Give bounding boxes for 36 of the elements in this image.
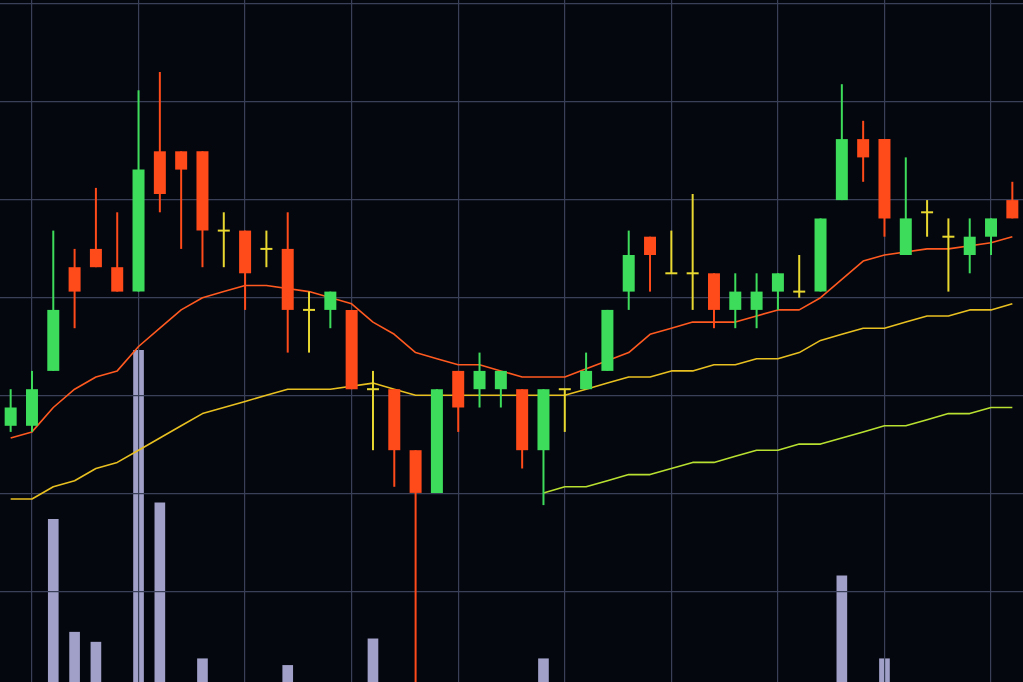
bar (69, 631, 80, 682)
bar (538, 658, 549, 682)
bar (879, 658, 890, 682)
bar (47, 518, 59, 682)
candlestick (857, 119, 870, 183)
candlestick (324, 290, 337, 330)
candlestick (686, 193, 699, 311)
candlestick (771, 272, 784, 311)
candlestick (793, 254, 806, 299)
bar (133, 350, 144, 682)
candlestick (580, 351, 593, 391)
bar (282, 665, 294, 682)
candlestick (89, 186, 102, 269)
candlestick (729, 272, 742, 330)
candlestick (921, 199, 934, 238)
candlestick (558, 388, 571, 433)
candlestick (260, 229, 273, 269)
bar (197, 658, 208, 682)
candlestick (473, 351, 486, 409)
bar (367, 638, 379, 682)
candlestick (494, 369, 507, 409)
candlestick (750, 272, 763, 330)
candlestick (1006, 180, 1019, 220)
candlestick (366, 369, 379, 452)
candlestick (303, 290, 316, 354)
bar (90, 641, 102, 682)
candlestick (985, 217, 998, 256)
bar (836, 575, 848, 682)
candlestick (665, 229, 678, 275)
candlestick (217, 211, 230, 269)
bar (154, 502, 166, 682)
candlestick (963, 217, 976, 275)
candlestick (644, 235, 657, 293)
candlestick (175, 150, 188, 250)
candlestick (942, 217, 955, 293)
candlestick (4, 388, 17, 433)
